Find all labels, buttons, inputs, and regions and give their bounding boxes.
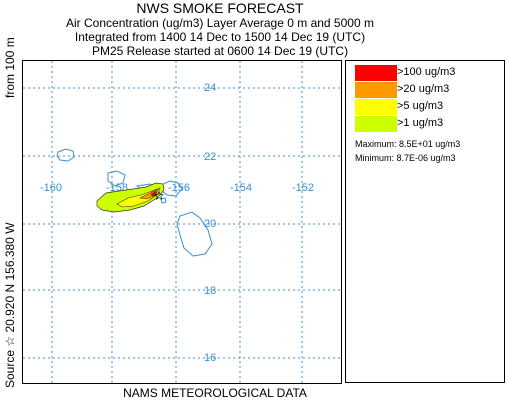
concentration-subtitle: Air Concentration (ug/m3) Layer Average … xyxy=(66,16,374,30)
minimum-value: Minimum: 8.7E-06 ug/m3 xyxy=(355,153,456,163)
legend-swatch-red xyxy=(355,65,397,81)
lon-label-154: -154 xyxy=(230,182,252,194)
lat-label-24: 24 xyxy=(204,82,216,94)
map-title: NWS SMOKE FORECAST xyxy=(136,0,304,16)
map-frame xyxy=(22,60,342,384)
lon-label-156: -156 xyxy=(168,182,190,194)
smoke-map: 24 22 20 18 16 -160 -158 -156 -154 -152 xyxy=(22,60,342,384)
kauai-island xyxy=(56,148,75,162)
lat-label-20: 20 xyxy=(204,218,216,230)
smoke-plume xyxy=(96,182,165,213)
plume-over-20 xyxy=(139,188,159,200)
legend-label: >100 ug/m3 xyxy=(397,66,456,78)
star-icon xyxy=(154,191,164,200)
lat-label-18: 18 xyxy=(204,285,216,297)
legend-label: >5 ug/m3 xyxy=(397,100,444,112)
source-location-label: Source ☆ 20.920 N 156.380 W from 100 m xyxy=(1,0,19,388)
legend-label: >20 ug/m3 xyxy=(397,83,450,95)
lon-label-152: -152 xyxy=(292,182,314,194)
source-coordinates: Source ☆ 20.920 N 156.380 W xyxy=(3,222,17,388)
plume-over-5 xyxy=(116,187,161,208)
graticule xyxy=(23,61,341,383)
release-info: PM25 Release started at 0600 14 Dec 19 (… xyxy=(91,44,349,58)
legend-label: >1 ug/m3 xyxy=(397,117,444,129)
lat-label-22: 22 xyxy=(204,151,216,163)
maximum-value: Maximum: 8.5E+01 ug/m3 xyxy=(355,139,461,149)
meteorological-data-label: NAMS METEOROLOGICAL DATA xyxy=(123,386,307,400)
lon-label-160: -160 xyxy=(40,182,62,194)
integration-period: Integrated from 1400 14 Dec to 1500 14 D… xyxy=(74,30,366,44)
legend-swatch-lime xyxy=(355,116,397,132)
hawaii-big-island xyxy=(176,211,213,257)
legend-swatch-orange xyxy=(355,82,397,98)
legend-swatch-yellow xyxy=(355,99,397,115)
kahoolawe-island xyxy=(160,197,167,204)
lat-label-16: 16 xyxy=(204,352,216,364)
oahu-island xyxy=(107,170,126,187)
legend-panel: >100 ug/m3 >20 ug/m3 >5 ug/m3 >1 ug/m3 M… xyxy=(345,60,505,383)
release-height: from 100 m xyxy=(3,37,17,98)
